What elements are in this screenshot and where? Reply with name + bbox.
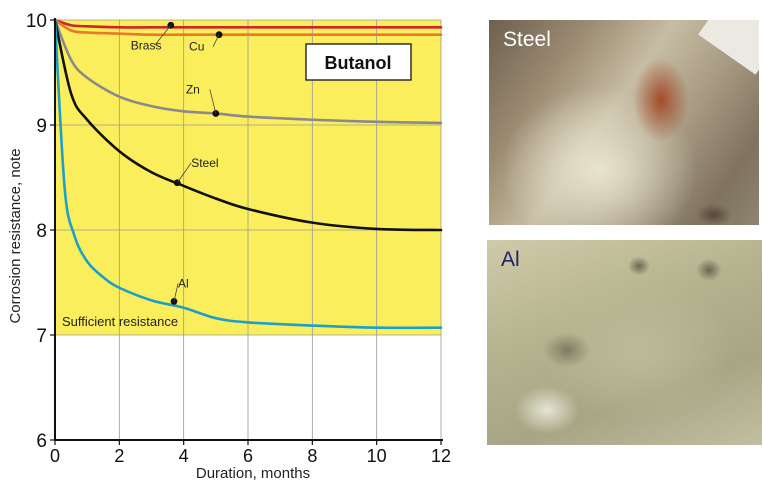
tick-labels: 0 2 4 6 8 10 12 6 7 8 9 10: [26, 11, 451, 466]
y-axis-label: Corrosion resistance, note: [7, 148, 24, 323]
series-marker-zn: [212, 110, 220, 117]
y-tick-label: 8: [36, 221, 47, 242]
series-line-steel: [53, 18, 443, 232]
series-leader-zn: [209, 89, 217, 114]
series-line-cu: [53, 18, 443, 37]
aluminium-photo: Al: [487, 240, 762, 445]
title-box: Butanol: [305, 43, 412, 81]
series-label-zn: Zn: [186, 82, 200, 96]
steel-photo-label: Steel: [503, 28, 551, 51]
series-line-zn: [53, 18, 443, 125]
x-tick-label: 4: [179, 446, 189, 466]
x-tick-label: 10: [367, 446, 387, 466]
series-leader-brass: [154, 25, 172, 46]
series-leader-cu: [212, 34, 220, 47]
y-tick-label: 6: [36, 431, 47, 452]
x-tick-label: 12: [431, 446, 451, 466]
corrosion-chart: Brass Cu Zn Steel Al 0 2 4 6 8 10 12 6 7 8 9 10 Butanol…: [7, 11, 451, 482]
shaded-region-label: Sufficient resistance: [62, 314, 178, 329]
y-tick-label: 9: [36, 116, 47, 137]
series-marker-cu: [215, 31, 223, 39]
series-markers: Brass Cu Zn Steel Al: [131, 21, 223, 305]
series-label-al: Al: [178, 276, 189, 290]
x-tick-label: 8: [307, 446, 317, 466]
y-tick-label: 7: [36, 326, 47, 347]
steel-photo: Steel: [489, 20, 759, 225]
series-leader-steel: [176, 162, 192, 183]
x-tick-label: 0: [50, 446, 60, 466]
aluminium-photo-label: Al: [501, 248, 520, 271]
series-line-al: [53, 18, 443, 330]
x-tick-label: 2: [114, 446, 124, 466]
x-tick-label: 6: [243, 446, 253, 466]
y-tick-label: 10: [26, 11, 47, 32]
series-label-cu: Cu: [189, 40, 204, 54]
chart-title: Butanol: [325, 53, 392, 73]
x-axis-label: Duration, months: [196, 465, 310, 482]
series-label-brass: Brass: [131, 38, 162, 52]
series-label-steel: Steel: [191, 156, 218, 170]
series-leader-al: [173, 283, 179, 302]
